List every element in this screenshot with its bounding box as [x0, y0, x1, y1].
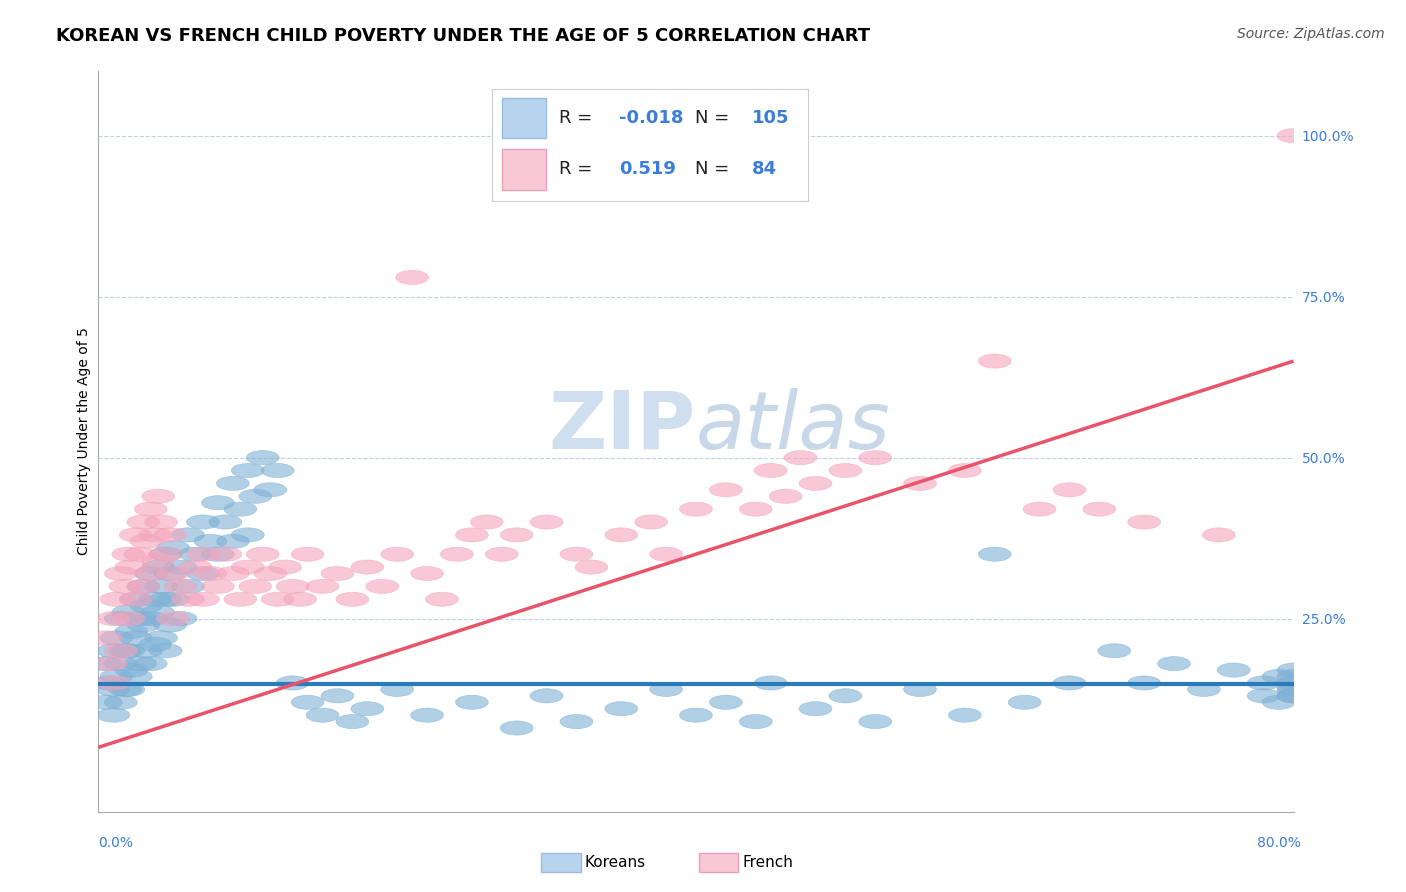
Text: R =: R = [558, 109, 598, 128]
Text: Koreans: Koreans [585, 855, 645, 870]
Y-axis label: Child Poverty Under the Age of 5: Child Poverty Under the Age of 5 [77, 327, 91, 556]
Text: 80.0%: 80.0% [1257, 836, 1301, 850]
Bar [502, 98, 546, 138]
Text: R =: R = [558, 161, 603, 178]
Text: ZIP: ZIP [548, 388, 696, 466]
Text: 84: 84 [751, 161, 776, 178]
Text: 0.0%: 0.0% [98, 836, 134, 850]
Bar [502, 149, 546, 189]
Text: 105: 105 [751, 109, 789, 128]
Text: Source: ZipAtlas.com: Source: ZipAtlas.com [1237, 27, 1385, 41]
Text: -0.018: -0.018 [619, 109, 683, 128]
Text: French: French [742, 855, 793, 870]
Text: 0.519: 0.519 [619, 161, 675, 178]
Text: KOREAN VS FRENCH CHILD POVERTY UNDER THE AGE OF 5 CORRELATION CHART: KOREAN VS FRENCH CHILD POVERTY UNDER THE… [56, 27, 870, 45]
Text: N =: N = [695, 109, 734, 128]
Text: N =: N = [695, 161, 741, 178]
Text: atlas: atlas [696, 388, 891, 466]
